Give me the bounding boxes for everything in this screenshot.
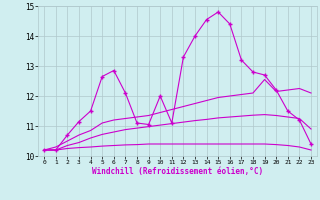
X-axis label: Windchill (Refroidissement éolien,°C): Windchill (Refroidissement éolien,°C): [92, 167, 263, 176]
